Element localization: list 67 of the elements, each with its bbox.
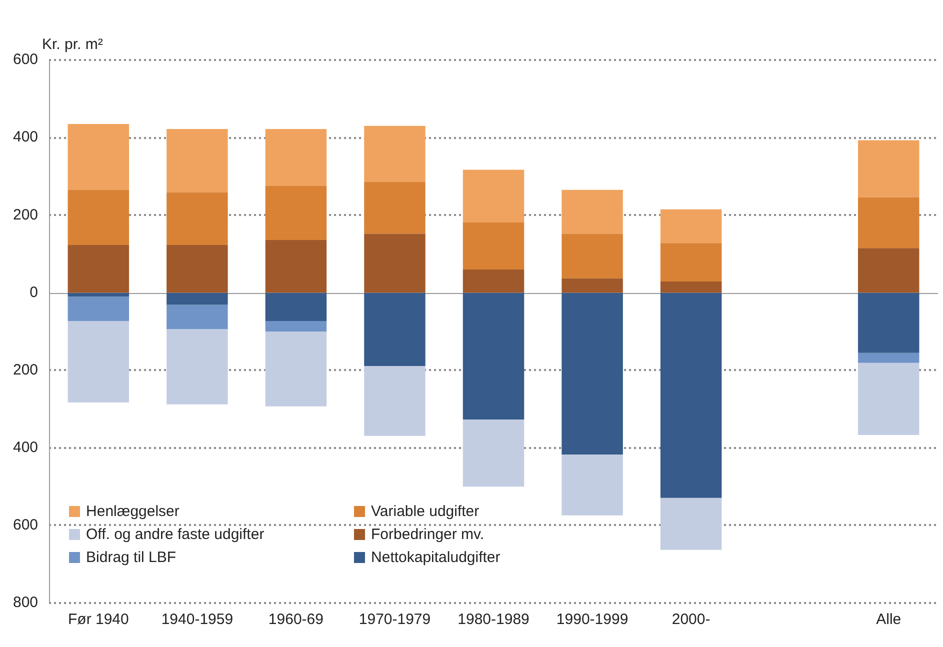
bar xyxy=(166,245,228,293)
y-tick-label: 0 xyxy=(30,284,38,301)
y-tick-label: 600 xyxy=(12,516,38,534)
bar xyxy=(68,296,130,322)
bar xyxy=(562,454,623,516)
legend-label: Off. og andre faste udgifter xyxy=(86,526,264,543)
bar xyxy=(68,321,130,402)
bar xyxy=(166,129,228,192)
legend-label: Bidrag til LBF xyxy=(86,549,176,566)
y-tick-label: 200 xyxy=(12,206,38,224)
y-tick-label: 800 xyxy=(12,594,38,612)
bar xyxy=(858,140,920,198)
bar xyxy=(562,234,623,278)
y-tick-label: 400 xyxy=(12,128,38,146)
bar xyxy=(562,292,623,454)
bar xyxy=(166,292,228,305)
bar xyxy=(68,292,130,297)
x-tick-label: 1960-69 xyxy=(268,611,324,628)
bar xyxy=(364,234,426,293)
bar xyxy=(462,222,524,270)
bar xyxy=(166,329,228,404)
legend-label: Henlæggelser xyxy=(86,503,180,520)
bar xyxy=(462,170,524,223)
bar xyxy=(858,292,920,353)
bar xyxy=(364,182,426,234)
bar xyxy=(660,292,722,498)
bar xyxy=(462,292,524,420)
bar xyxy=(660,243,722,282)
bar xyxy=(858,197,920,248)
y-tick-label: 200 xyxy=(12,361,38,378)
y-axis-title: Kr. pr. m² xyxy=(42,36,103,53)
legend-label: Variable udgifter xyxy=(371,503,480,520)
y-tick-label: 600 xyxy=(12,51,38,68)
bar xyxy=(364,126,426,182)
bar xyxy=(265,129,327,186)
legend-label: Nettokapitaludgifter xyxy=(371,549,500,566)
x-tick-label: 1980-1989 xyxy=(458,611,530,628)
x-tick-label: Alle xyxy=(876,611,902,628)
bar xyxy=(462,420,524,487)
bar xyxy=(68,245,130,293)
x-tick-label: Før 1940 xyxy=(68,611,129,628)
bar xyxy=(265,292,327,322)
bar xyxy=(562,278,623,293)
legend-label: Forbedringer mv. xyxy=(371,526,484,543)
bar xyxy=(68,124,130,190)
bar xyxy=(858,248,920,293)
bar xyxy=(364,292,426,366)
x-tick-label: 1990-1999 xyxy=(556,611,628,628)
bar xyxy=(660,209,722,244)
bar xyxy=(364,366,426,436)
y-tick-label: 400 xyxy=(12,439,38,456)
bar xyxy=(562,190,623,234)
bar xyxy=(265,321,327,332)
bar xyxy=(265,186,327,240)
bar xyxy=(660,281,722,293)
bar xyxy=(265,240,327,293)
x-tick-label: 2000- xyxy=(672,611,710,628)
x-tick-label: 1970-1979 xyxy=(358,611,431,628)
bar xyxy=(858,352,920,363)
bar xyxy=(68,190,130,246)
bar xyxy=(462,269,524,293)
bar xyxy=(265,332,327,406)
bar xyxy=(166,304,228,330)
bar xyxy=(660,498,722,550)
bar xyxy=(166,192,228,246)
x-tick-label: 1940-1959 xyxy=(161,611,234,628)
bar xyxy=(858,362,920,436)
